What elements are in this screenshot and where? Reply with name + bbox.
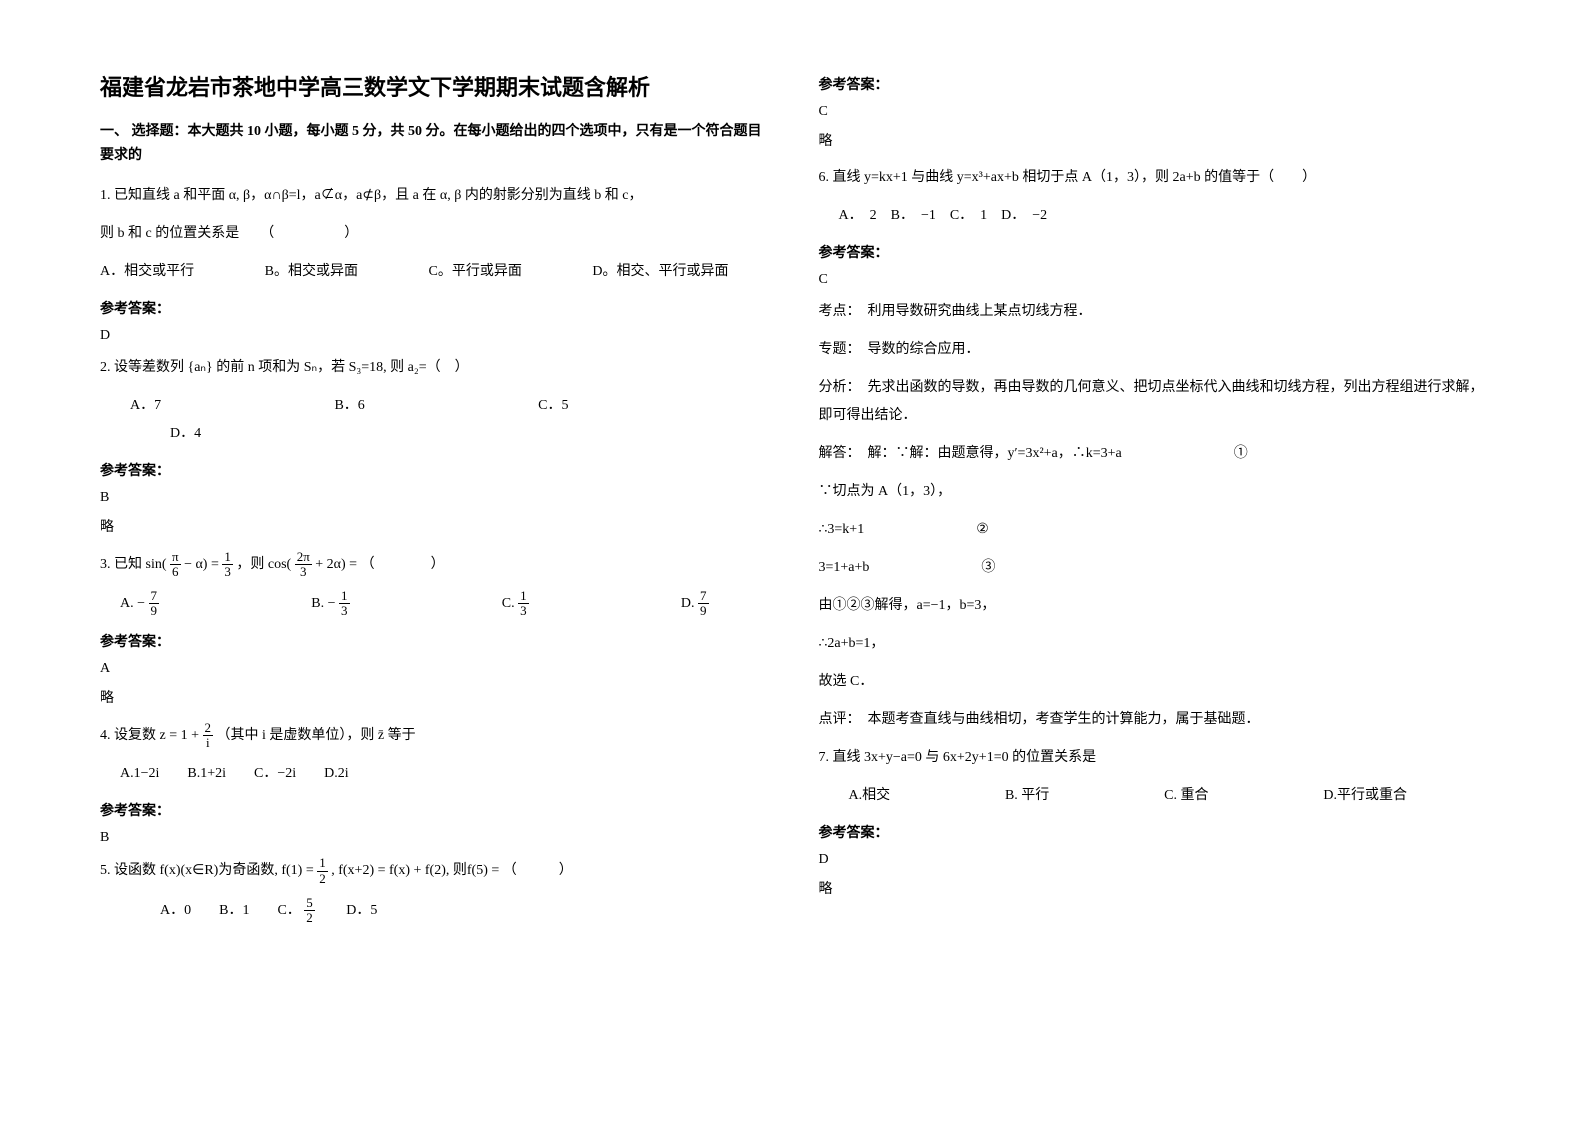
q3-skip: 略 [100, 687, 769, 707]
q1-opt-a: A．相交或平行 [100, 258, 194, 286]
q5-prefix: 5. 设函数 f(x)(x∈R)为奇函数, f(1) = [100, 863, 317, 878]
q6-line4: 解答： 解：∵解：由题意得，y′=3x²+a，∴k=3+a ① [819, 440, 1488, 468]
q3-f2-den: 3 [222, 565, 233, 579]
question-3: 3. 已知 sin( π6 − α) = 13 ，则 cos( 2π3 + 2α… [100, 550, 769, 580]
q2-answer-label: 参考答案： [100, 460, 769, 480]
q7-opt-b: B. 平行 [1005, 782, 1049, 810]
q2-answer: B [100, 490, 769, 506]
q2-opt-d: D．4 [170, 426, 201, 441]
q1-options: A．相交或平行 B。相交或异面 C。平行或异面 D。相交、平行或异面 [100, 258, 769, 286]
q6-line2: 专题： 导数的综合应用． [819, 336, 1488, 364]
question-2: 2. 设等差数列 {aₙ} 的前 n 项和为 Sₙ，若 S₃=18, 则 a₂=… [100, 354, 769, 382]
question-5: 5. 设函数 f(x)(x∈R)为奇函数, f(1) = 12 , f(x+2)… [100, 856, 769, 886]
q4-prefix: 4. 设复数 z = 1 + [100, 728, 203, 743]
q1-opt-d: D。相交、平行或异面 [592, 258, 728, 286]
q1-opt-b: B。相交或异面 [265, 258, 358, 286]
q2-opt-b: B．6 [334, 392, 364, 420]
q1-opt-c: C。平行或异面 [429, 258, 522, 286]
q3-f2-num: 1 [222, 550, 233, 565]
q4-options: A.1−2i B.1+2i C．−2i D.2i [100, 760, 769, 788]
q2-skip: 略 [100, 516, 769, 536]
q5-den: 2 [317, 872, 328, 886]
question-4: 4. 设复数 z = 1 + 2i （其中 i 是虚数单位），则 z̄ 等于 [100, 721, 769, 751]
q6-line6: ∴3=k+1 ② [819, 516, 1488, 544]
q7-opt-a: A.相交 [849, 782, 891, 810]
q2-options: A．7 B．6 C．5 D．4 [100, 392, 769, 448]
q3-opt-c: C. 13 [502, 589, 529, 619]
q3-opt-b: B. − 13 [311, 589, 349, 619]
q6-answer: C [819, 272, 1488, 288]
q1-answer-label: 参考答案： [100, 298, 769, 318]
q3-options: A. − 79 B. − 13 C. 13 D. 79 [100, 589, 769, 619]
q6-answer-label: 参考答案： [819, 242, 1488, 262]
q3-answer: A [100, 661, 769, 677]
q5-options: A．0 B．1 C． 52 D．5 [100, 896, 769, 926]
q3-prefix: 3. 已知 sin( [100, 557, 167, 572]
q1-text-a: 1. 已知直线 a 和平面 α, β，α∩β=l，a⊄α，a⊄β，且 a 在 α… [100, 188, 643, 203]
question-7: 7. 直线 3x+y−a=0 与 6x+2y+1=0 的位置关系是 [819, 744, 1488, 772]
q4-den: i [203, 736, 214, 750]
q6-line1: 考点： 利用导数研究曲线上某点切线方程． [819, 298, 1488, 326]
q5-suffix: , f(x+2) = f(x) + f(2), 则f(5) = （ ） [331, 863, 573, 878]
q6-options: A． 2 B． −1 C． 1 D． −2 [819, 202, 1488, 230]
left-column: 福建省龙岩市茶地中学高三数学文下学期期末试题含解析 一、 选择题：本大题共 10… [100, 70, 769, 1052]
q4-answer: B [100, 830, 769, 846]
q3-f3-num: 2π [295, 550, 312, 565]
q6-line8: 由①②③解得，a=−1，b=3， [819, 592, 1488, 620]
question-6: 6. 直线 y=kx+1 与曲线 y=x³+ax+b 相切于点 A（1，3），则… [819, 164, 1488, 192]
q5-answer: C [819, 104, 1488, 120]
q2-opt-c: C．5 [538, 392, 568, 420]
q3-mid1: − α) = [184, 557, 222, 572]
q6-line9: ∴2a+b=1， [819, 630, 1488, 658]
q7-opt-d: D.平行或重合 [1323, 782, 1407, 810]
q5-skip: 略 [819, 130, 1488, 150]
q6-line5: ∵切点为 A（1，3）， [819, 478, 1488, 506]
q6-line7: 3=1+a+b ③ [819, 554, 1488, 582]
q4-answer-label: 参考答案： [100, 800, 769, 820]
q3-answer-label: 参考答案： [100, 631, 769, 651]
right-column: 参考答案： C 略 6. 直线 y=kx+1 与曲线 y=x³+ax+b 相切于… [819, 70, 1488, 1052]
q3-mid3: + 2α) = （ ） [315, 557, 444, 572]
q7-answer-label: 参考答案： [819, 822, 1488, 842]
q1-answer: D [100, 328, 769, 344]
q2-opt-a: A．7 [130, 392, 161, 420]
q3-f1-den: 6 [170, 565, 181, 579]
q7-skip: 略 [819, 878, 1488, 898]
q3-opt-a: A. − 79 [120, 589, 159, 619]
q4-suffix: （其中 i 是虚数单位），则 z̄ 等于 [217, 728, 416, 743]
q1-text-b: 则 b 和 c 的位置关系是 （ ） [100, 220, 769, 248]
q7-options: A.相交 B. 平行 C. 重合 D.平行或重合 [819, 782, 1488, 810]
q5-answer-label: 参考答案： [819, 74, 1488, 94]
q5-opts-prefix: A．0 B．1 C． [160, 903, 301, 918]
document-title: 福建省龙岩市茶地中学高三数学文下学期期末试题含解析 [100, 70, 769, 102]
section-heading: 一、 选择题：本大题共 10 小题，每小题 5 分，共 50 分。在每小题给出的… [100, 120, 769, 168]
q7-answer: D [819, 852, 1488, 868]
q3-f1-num: π [170, 550, 181, 565]
q4-num: 2 [203, 721, 214, 736]
q3-opt-d: D. 79 [681, 589, 709, 619]
q5-opts-suffix: D．5 [318, 903, 377, 918]
q3-mid2: ，则 cos( [236, 557, 291, 572]
q6-line10: 故选 C． [819, 668, 1488, 696]
q5-num: 1 [317, 856, 328, 871]
q7-opt-c: C. 重合 [1164, 782, 1208, 810]
q3-f3-den: 3 [295, 565, 312, 579]
question-1: 1. 已知直线 a 和平面 α, β，α∩β=l，a⊄α，a⊄β，且 a 在 α… [100, 182, 769, 210]
q6-line11: 点评： 本题考查直线与曲线相切，考查学生的计算能力，属于基础题． [819, 706, 1488, 734]
q6-line3: 分析： 先求出函数的导数，再由导数的几何意义、把切点坐标代入曲线和切线方程，列出… [819, 374, 1488, 430]
